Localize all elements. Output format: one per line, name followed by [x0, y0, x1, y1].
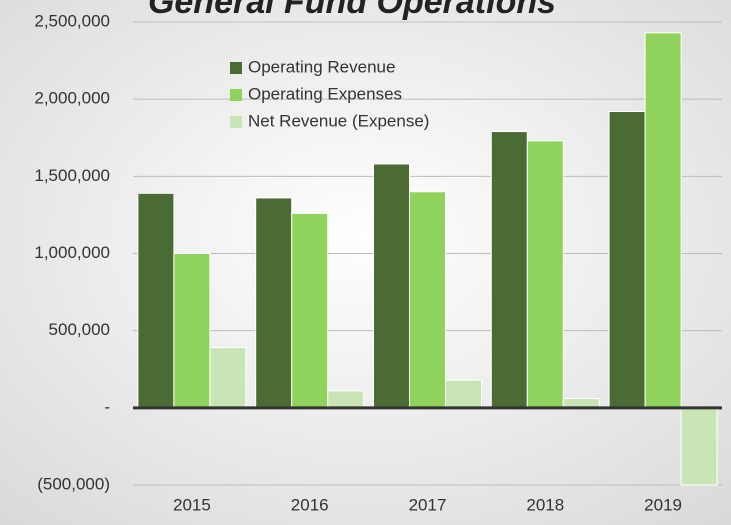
x-tick-label: 2017 [409, 495, 447, 514]
bar [490, 131, 528, 409]
legend-label: Operating Revenue [248, 57, 395, 76]
legend-swatch [230, 116, 242, 128]
x-tick-label: 2015 [173, 495, 211, 514]
legend-label: Operating Expenses [248, 84, 402, 103]
bar [137, 192, 175, 409]
chart-title: General Fund Operations [148, 0, 556, 21]
bar [445, 379, 482, 409]
y-tick-label: - [104, 397, 110, 416]
bar [291, 212, 329, 409]
y-tick-label: 1,500,000 [34, 166, 110, 185]
x-tick-label: 2019 [644, 495, 682, 514]
bar [209, 347, 247, 409]
x-tick-label: 2016 [291, 495, 329, 514]
y-tick-label: 500,000 [49, 320, 110, 339]
y-tick-label: 2,500,000 [34, 11, 110, 30]
y-tick-label: 2,000,000 [34, 89, 110, 108]
bar [526, 140, 564, 409]
legend-swatch [230, 62, 242, 74]
y-tick-label: (500,000) [37, 474, 110, 493]
bar [680, 407, 718, 486]
bar [173, 253, 211, 409]
bar [644, 32, 682, 409]
y-tick-label: 1,000,000 [34, 243, 110, 262]
legend-label: Net Revenue (Expense) [248, 111, 429, 130]
legend-swatch [230, 89, 242, 101]
bar [608, 111, 646, 409]
x-tick-label: 2018 [526, 495, 564, 514]
bar [255, 197, 293, 409]
bar [409, 191, 446, 409]
bar [373, 163, 410, 409]
bar [327, 390, 365, 409]
